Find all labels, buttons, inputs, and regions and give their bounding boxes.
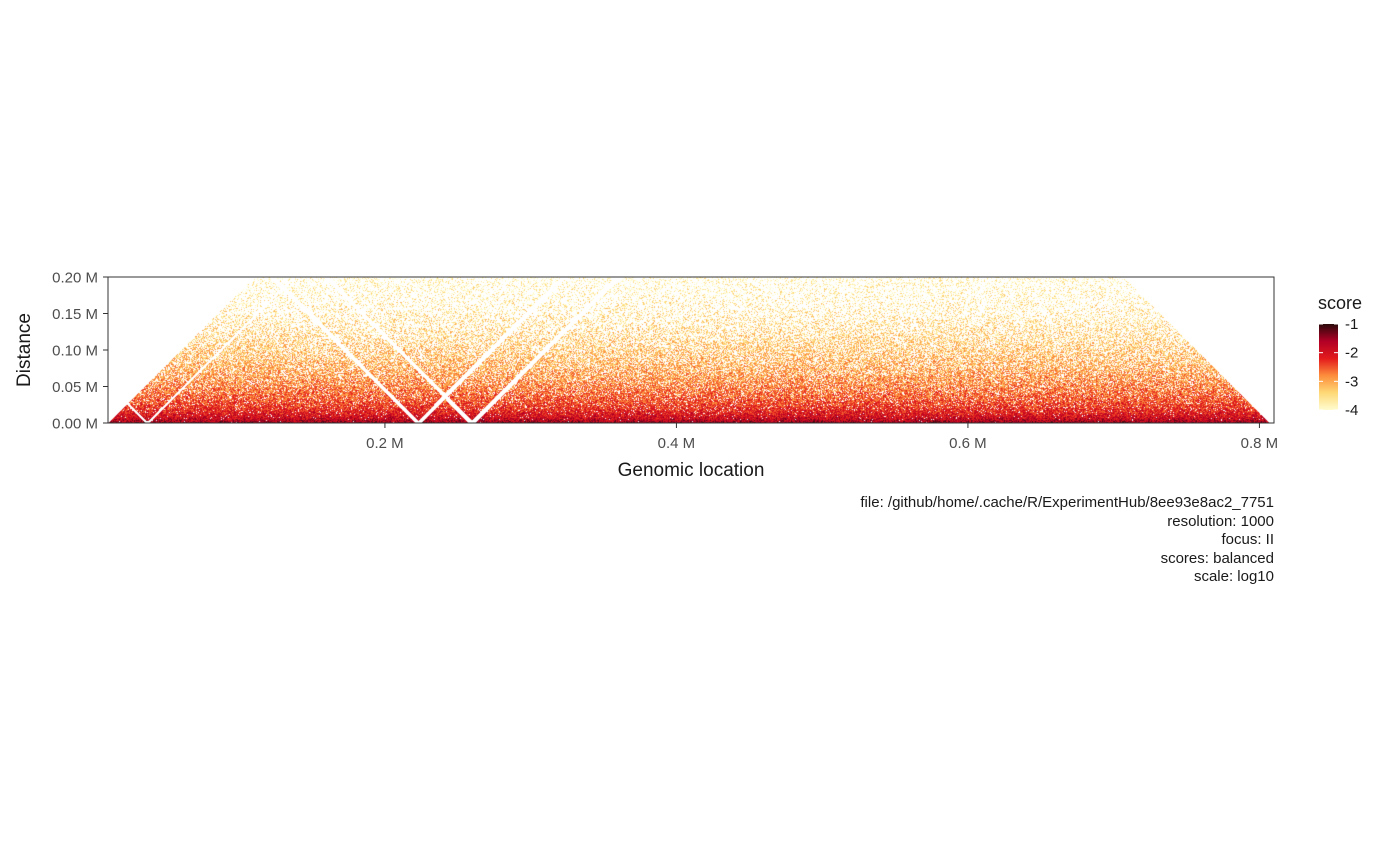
- plot-caption: file: /github/home/.cache/R/ExperimentHu…: [860, 494, 1274, 587]
- caption-focus: focus: II: [1221, 531, 1274, 548]
- legend-title: score: [1318, 293, 1362, 313]
- y-tick-label: 0.15 M: [52, 306, 98, 323]
- x-tick-label: 0.8 M: [1241, 435, 1279, 452]
- y-axis-title: Distance: [14, 313, 35, 387]
- heatmap-area: [108, 277, 1274, 423]
- x-tick-label: 0.2 M: [366, 435, 404, 452]
- caption-resolution: resolution: 1000: [1167, 512, 1274, 530]
- x-axis: 0.2 M 0.4 M 0.6 M 0.8 M: [366, 423, 1278, 452]
- legend-colorbar: [1319, 324, 1338, 410]
- x-tick-label: 0.4 M: [658, 435, 696, 452]
- y-tick-label: 0.05 M: [52, 379, 98, 396]
- x-axis-title: Genomic location: [618, 460, 765, 481]
- color-legend: score -1 -2 -3 -4: [1318, 293, 1362, 419]
- caption-scores: scores: balanced: [1160, 549, 1274, 567]
- legend-tick-label: -1: [1345, 316, 1358, 333]
- y-tick-label: 0.00 M: [52, 416, 98, 433]
- y-tick-label: 0.10 M: [52, 343, 98, 360]
- caption-scale: scale: log10: [1193, 568, 1274, 585]
- y-tick-label: 0.20 M: [52, 270, 98, 287]
- legend-tick-label: -4: [1345, 402, 1358, 419]
- legend-tick-label: -2: [1345, 345, 1358, 362]
- x-tick-label: 0.6 M: [949, 435, 987, 452]
- caption-file: file: /github/home/.cache/R/ExperimentHu…: [860, 494, 1274, 511]
- legend-tick-label: -3: [1345, 373, 1358, 390]
- y-axis: 0.00 M 0.05 M 0.10 M 0.15 M 0.20 M: [52, 270, 108, 433]
